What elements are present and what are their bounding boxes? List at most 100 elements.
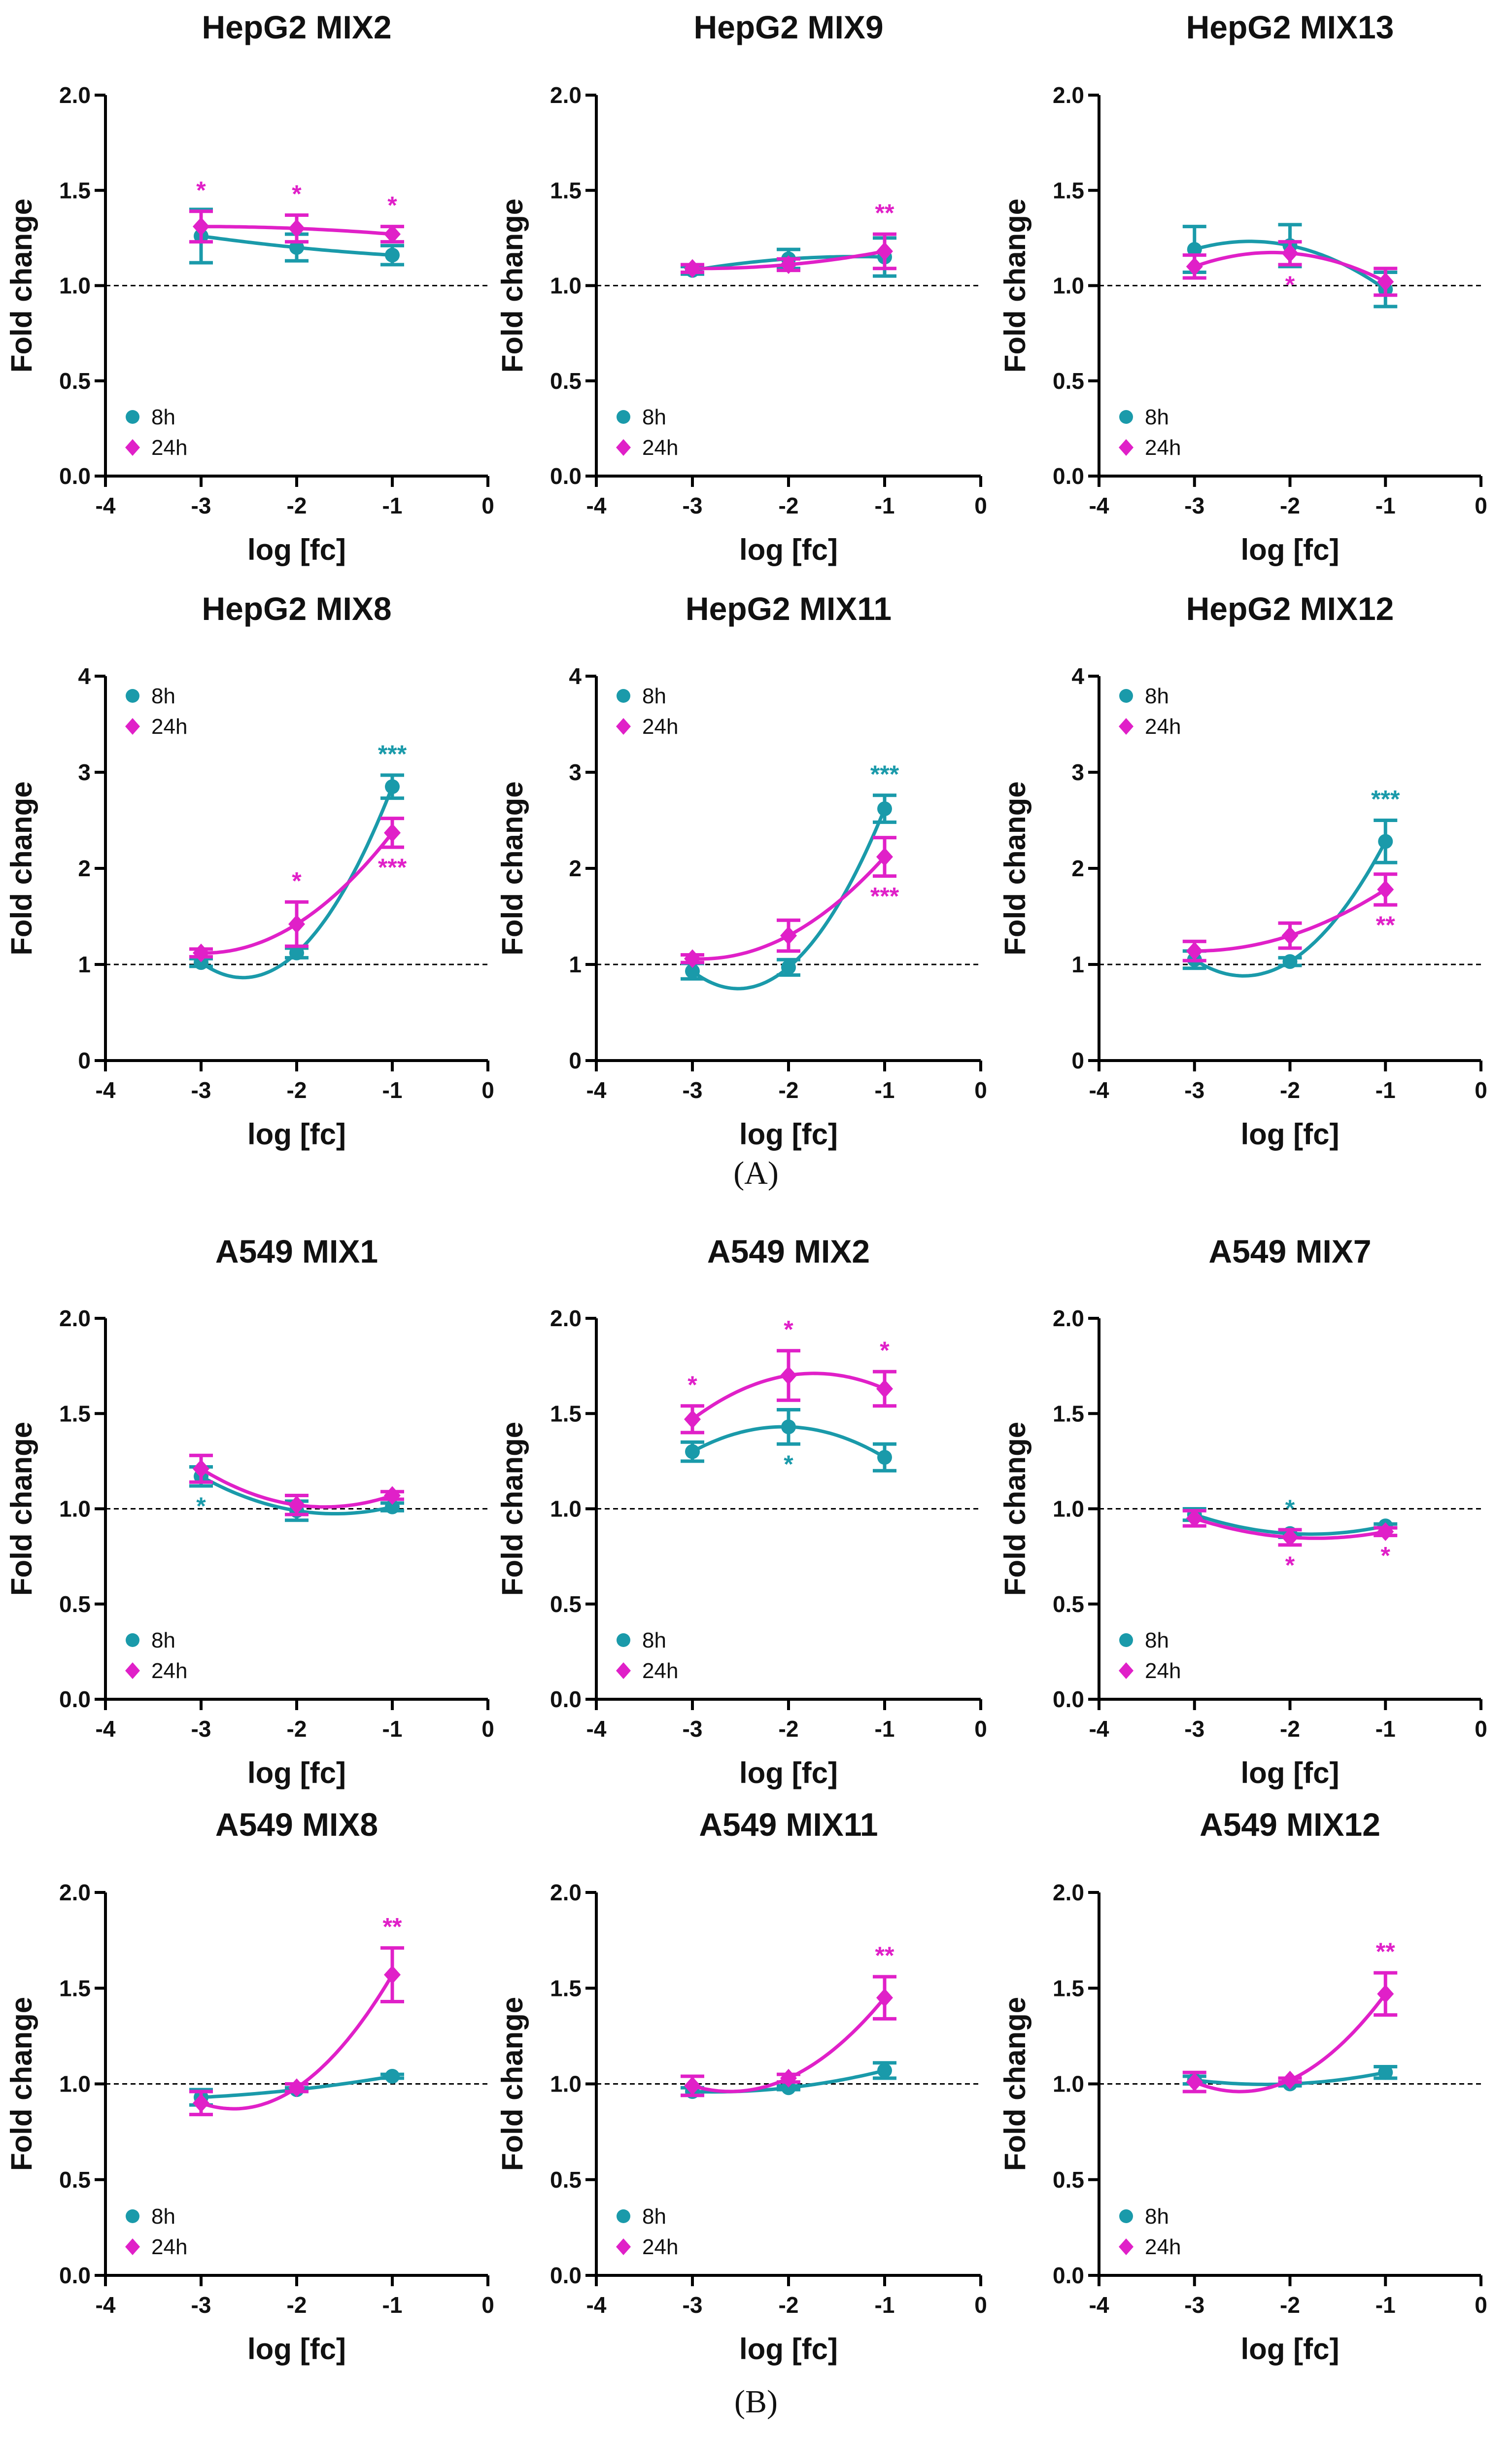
y-tick-label: 3 <box>1071 759 1084 785</box>
y-tick-label: 1 <box>1071 952 1084 977</box>
legend-label-24h: 24h <box>151 2235 187 2259</box>
x-tick-label: -1 <box>382 1077 403 1103</box>
data-point-24h <box>876 847 893 866</box>
y-tick-label: 0.0 <box>59 2263 91 2288</box>
y-axis-label: Fold change <box>998 781 1031 955</box>
x-tick-label: 0 <box>481 1716 494 1742</box>
chart-10: A549 MIX11 0.0 0.5 1.0 1.5 2.0 -4 -3 -2 -1 0 log [f… <box>496 1806 987 2366</box>
x-tick-label: -4 <box>586 1077 607 1103</box>
data-point-8h <box>685 963 700 979</box>
x-tick-label: 0 <box>1475 2292 1487 2318</box>
data-point-24h <box>193 1459 209 1478</box>
legend-marker-24h <box>1119 439 1134 456</box>
data-point-24h <box>1186 1509 1203 1528</box>
data-point-24h <box>384 1965 401 1985</box>
legend-label-24h: 24h <box>1145 2235 1181 2259</box>
data-point-24h <box>288 1495 305 1514</box>
legend-marker-8h <box>617 2209 630 2223</box>
significance-mark: * <box>1285 1495 1295 1522</box>
x-axis-label: log [fc] <box>739 1756 838 1789</box>
legend-marker-8h <box>617 410 630 424</box>
chart-11: A549 MIX12 0.0 0.5 1.0 1.5 2.0 -4 -3 -2 -1 0 log [f… <box>998 1806 1487 2366</box>
chart-5: HepG2 MIX12 0 1 2 3 4 -4 -3 -2 -1 0 log [fc] Fold ch… <box>998 590 1487 1151</box>
y-tick-label: 2.0 <box>59 1305 91 1331</box>
legend-label-8h: 8h <box>1145 2204 1169 2229</box>
significance-mark: * <box>387 192 397 219</box>
data-point-8h <box>877 801 892 817</box>
data-point-8h <box>385 1499 400 1514</box>
chart-title: A549 MIX12 <box>1200 1806 1380 1843</box>
data-point-24h <box>1186 941 1203 961</box>
data-point-8h <box>385 779 400 794</box>
y-tick-label: 0.5 <box>550 2167 582 2193</box>
y-tick-label: 0.0 <box>59 1686 91 1712</box>
y-axis-label: Fold change <box>496 199 529 373</box>
data-point-24h <box>780 926 797 945</box>
significance-mark: * <box>292 867 302 894</box>
data-point-24h <box>780 2068 797 2088</box>
x-tick-label: -4 <box>586 1716 607 1742</box>
y-tick-label: 1.0 <box>550 1496 582 1522</box>
chart-title: A549 MIX7 <box>1208 1233 1371 1270</box>
data-point-24h <box>1377 880 1394 899</box>
significance-mark: *** <box>378 740 407 768</box>
legend-marker-24h <box>616 1662 631 1679</box>
legend-marker-8h <box>1119 689 1133 703</box>
significance-mark: *** <box>870 883 899 910</box>
data-point-24h <box>384 1486 401 1505</box>
significance-mark: * <box>1285 271 1295 299</box>
data-point-24h <box>684 2076 701 2095</box>
y-tick-label: 0.5 <box>1053 2167 1084 2193</box>
x-tick-label: -3 <box>1184 1077 1204 1103</box>
series-8h: *** <box>189 740 407 980</box>
legend-marker-8h <box>126 2209 139 2223</box>
y-tick-label: 1.5 <box>59 1401 91 1426</box>
y-tick-label: 1.5 <box>59 1975 91 2001</box>
legend-label-24h: 24h <box>1145 1659 1181 1683</box>
x-tick-label: -3 <box>683 493 703 518</box>
data-point-24h <box>1186 257 1203 276</box>
x-axis-label: log [fc] <box>1241 2333 1340 2366</box>
chart-3: HepG2 MIX8 0 1 2 3 4 -4 -3 -2 -1 0 log [fc] Fold cha… <box>5 590 494 1151</box>
legend-marker-24h <box>125 718 140 735</box>
series-24h: * <box>1182 240 1398 299</box>
data-point-8h <box>289 945 304 961</box>
x-axis-label: log [fc] <box>247 1756 346 1789</box>
significance-mark: * <box>1285 1551 1295 1579</box>
x-tick-label: -3 <box>683 2292 703 2318</box>
y-tick-label: 1.0 <box>550 273 582 299</box>
legend-label-24h: 24h <box>642 715 678 739</box>
data-point-8h <box>685 1444 700 1459</box>
x-tick-label: 0 <box>974 1716 987 1742</box>
x-tick-label: -2 <box>779 493 799 518</box>
data-point-24h <box>1281 1528 1299 1547</box>
y-tick-label: 1.5 <box>1053 177 1084 203</box>
data-point-8h <box>289 240 304 255</box>
x-tick-label: -3 <box>191 1077 211 1103</box>
x-tick-label: -2 <box>779 1716 799 1742</box>
significance-mark: * <box>784 1450 793 1478</box>
significance-mark: * <box>196 1492 206 1520</box>
data-point-24h <box>1281 243 1299 263</box>
chart-title: A549 MIX8 <box>215 1806 378 1843</box>
legend-label-24h: 24h <box>151 1659 187 1683</box>
legend-marker-24h <box>125 2238 140 2255</box>
x-tick-label: -4 <box>586 493 607 518</box>
x-tick-label: -1 <box>1375 2292 1396 2318</box>
y-tick-label: 0.0 <box>550 2263 582 2288</box>
chart-9: A549 MIX8 0.0 0.5 1.0 1.5 2.0 -4 -3 -2 -1 0 log [fc… <box>5 1806 494 2366</box>
x-tick-label: 0 <box>974 493 987 518</box>
y-tick-label: 0.0 <box>1053 1686 1084 1712</box>
y-tick-label: 3 <box>569 759 582 785</box>
significance-mark: ** <box>875 199 894 227</box>
series-8h: *** <box>681 760 899 991</box>
legend-marker-8h <box>126 1633 139 1647</box>
y-tick-label: 2.0 <box>59 82 91 108</box>
data-point-8h <box>781 960 796 975</box>
y-axis-label: Fold change <box>5 199 38 373</box>
y-tick-label: 0.5 <box>550 368 582 394</box>
y-tick-label: 2.0 <box>550 1880 582 1905</box>
